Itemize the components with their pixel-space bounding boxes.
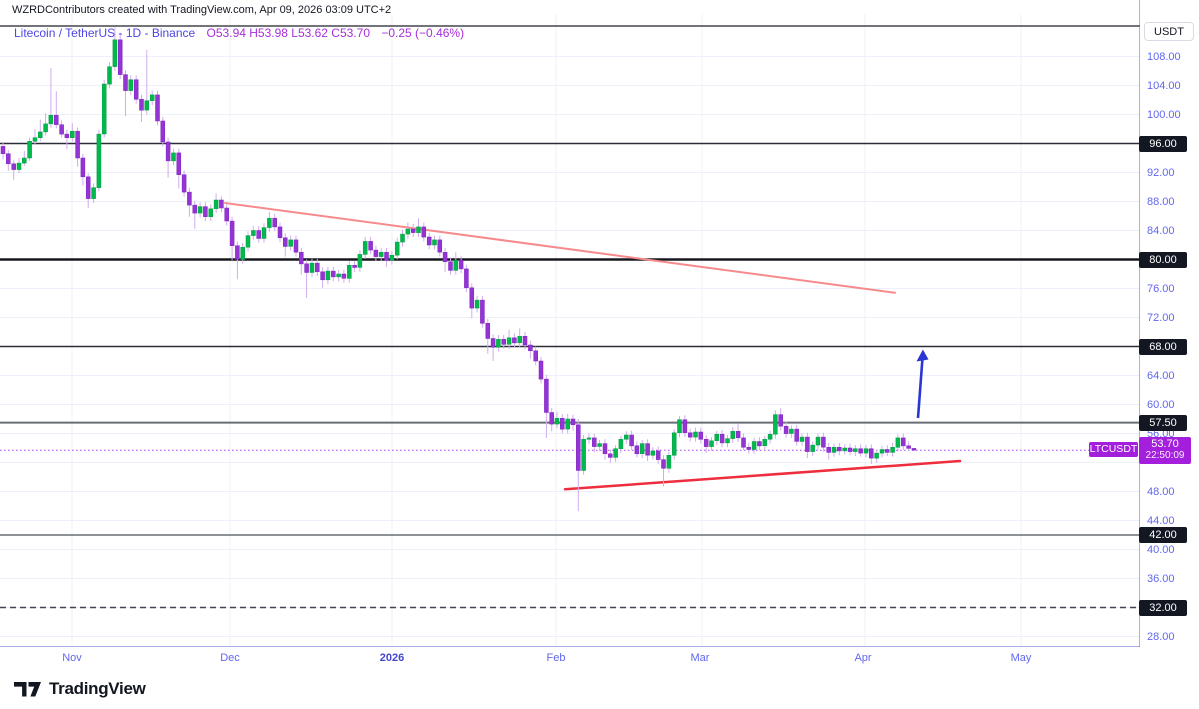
price-tick-label: 104.00 xyxy=(1147,80,1181,92)
tradingview-logo[interactable]: TradingView xyxy=(14,679,146,699)
level-price-badge: 42.00 xyxy=(1139,527,1187,543)
price-tick-label: 60.00 xyxy=(1147,399,1175,411)
price-tick-label: 40.00 xyxy=(1147,544,1175,556)
time-tick-label: Nov xyxy=(62,652,82,664)
price-tick-label: 44.00 xyxy=(1147,515,1175,527)
price-tick-label: 48.00 xyxy=(1147,486,1175,498)
price-tick-label: 88.00 xyxy=(1147,196,1175,208)
time-tick-label: May xyxy=(1010,652,1032,664)
bar-countdown: 22:50:09 xyxy=(1145,450,1185,461)
level-price-badge: 96.00 xyxy=(1139,136,1187,152)
last-price-badge: 53.70 22:50:09 xyxy=(1139,437,1191,464)
footer-bar: TradingView xyxy=(0,672,1199,709)
price-tick-label: 64.00 xyxy=(1147,370,1175,382)
level-price-badge: 68.00 xyxy=(1139,339,1187,355)
time-tick-label: Feb xyxy=(546,652,566,664)
time-tick-label: Mar xyxy=(690,652,710,664)
watermark-text: WZRDContributors created with TradingVie… xyxy=(12,4,392,16)
price-tick-label: 36.00 xyxy=(1147,573,1175,585)
time-tick-label: 2026 xyxy=(379,652,405,664)
level-price-badge: 57.50 xyxy=(1139,415,1187,431)
price-tick-label: 100.00 xyxy=(1147,109,1181,121)
tradingview-logo-text: TradingView xyxy=(49,679,146,698)
currency-toggle-button[interactable]: USDT xyxy=(1144,22,1194,41)
ohlc-values: O53.94 H53.98 L53.62 C53.70 xyxy=(206,26,371,40)
symbol-legend[interactable]: Litecoin / TetherUS - 1D - Binance O53.9… xyxy=(14,26,464,40)
price-axis[interactable]: USDT 108.00 104.00 100.00 92.00 88.00 84.00 76… xyxy=(1139,0,1199,672)
trendline-descending-resistance[interactable] xyxy=(224,202,896,294)
change-value: −0.25 (−0.46%) xyxy=(381,26,465,40)
time-tick-label: Dec xyxy=(220,652,240,664)
price-tick-label: 76.00 xyxy=(1147,283,1175,295)
time-axis[interactable]: Nov Dec 2026 Feb Mar Apr May xyxy=(0,647,1199,672)
symbol-title[interactable]: Litecoin / TetherUS - 1D - Binance xyxy=(14,26,196,40)
projection-arrow[interactable] xyxy=(916,349,929,419)
symbol-price-marker: LTCUSDT xyxy=(1089,442,1138,457)
price-tick-label: 108.00 xyxy=(1147,51,1181,63)
tradingview-logo-icon xyxy=(14,681,41,696)
price-tick-label: 84.00 xyxy=(1147,225,1175,237)
last-price-value: 53.70 xyxy=(1151,438,1179,450)
time-tick-label: Apr xyxy=(854,652,872,664)
level-price-badge: 32.00 xyxy=(1139,600,1187,616)
price-tick-label: 92.00 xyxy=(1147,167,1175,179)
trendline-ascending-support[interactable] xyxy=(563,459,962,491)
price-tick-label: 28.00 xyxy=(1147,631,1175,643)
level-price-badge: 80.00 xyxy=(1139,252,1187,268)
price-tick-label: 72.00 xyxy=(1147,312,1175,324)
